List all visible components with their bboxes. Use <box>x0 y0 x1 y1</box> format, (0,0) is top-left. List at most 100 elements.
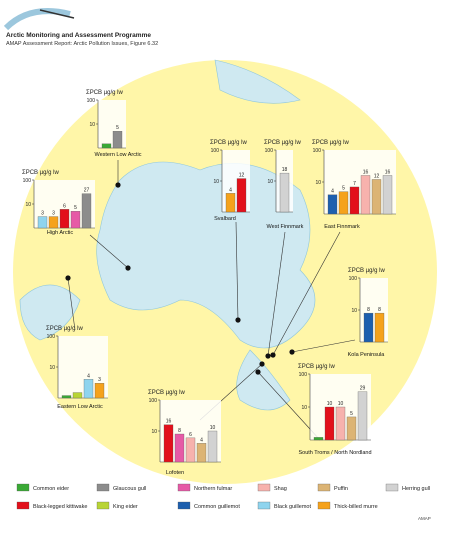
y-tick-label: 10 <box>351 308 357 314</box>
value-label: 6 <box>189 432 192 438</box>
site-dot <box>270 352 276 358</box>
bar <box>335 406 346 441</box>
legend-label: Black-legged kittiwake <box>33 504 87 510</box>
y-tick-label: 100 <box>211 148 220 154</box>
value-label: 29 <box>360 386 366 392</box>
bar <box>196 443 207 463</box>
y-tick-label: 100 <box>349 276 358 282</box>
legend-swatch <box>16 483 30 492</box>
y-tick-label: 10 <box>49 365 55 371</box>
value-label: 8 <box>378 307 381 313</box>
y-tick-label: 100 <box>299 372 308 378</box>
y-tick-label: 10 <box>315 180 321 186</box>
bar <box>382 175 393 215</box>
bar <box>174 433 185 463</box>
bar <box>279 172 290 213</box>
value-label: 3 <box>41 211 44 217</box>
value-label: 16 <box>363 169 369 175</box>
bar <box>101 143 112 149</box>
norwegian-sea <box>236 349 291 411</box>
value-label: 12 <box>374 173 380 179</box>
site-dot <box>115 182 121 188</box>
y-tick-label: 10 <box>89 122 95 128</box>
hudson-bay <box>19 284 81 341</box>
bar <box>236 178 247 213</box>
value-label: 3 <box>98 377 101 383</box>
value-label: 16 <box>385 169 391 175</box>
bar <box>313 437 324 441</box>
y-tick-label: 10 <box>25 202 31 208</box>
inset-chart: ΣPCB µg/g lw 10 100 5 Western Low Arctic <box>86 90 142 158</box>
value-label: 3 <box>52 211 55 217</box>
y-axis-label: ΣPCB µg/g lw <box>348 268 386 274</box>
header-subtitle: AMAP Assessment Report: Arctic Pollution… <box>6 41 158 47</box>
inset-chart: ΣPCB µg/g lw 10 100 8 8 Kola Peninsula <box>348 268 388 358</box>
value-label: 27 <box>84 188 90 194</box>
bar <box>61 395 72 399</box>
legend-label: Puffin <box>334 486 348 492</box>
inset-title: Western Low Arctic <box>95 152 142 158</box>
value-label: 6 <box>63 203 66 209</box>
site-dot <box>265 353 271 359</box>
site-dot <box>235 317 241 323</box>
value-label: 4 <box>87 373 90 379</box>
y-tick-label: 10 <box>301 405 307 411</box>
legend-swatch <box>257 501 271 510</box>
site-link <box>267 231 286 357</box>
site-link <box>291 339 356 353</box>
value-label: 18 <box>282 167 288 173</box>
bar <box>357 391 368 441</box>
legend-swatch <box>317 501 331 510</box>
bar <box>81 193 92 229</box>
value-label: 16 <box>166 419 172 425</box>
site-dot <box>255 369 261 375</box>
inset-title: Svalbard <box>214 216 236 222</box>
bar <box>338 191 349 215</box>
bar <box>112 131 123 149</box>
bar <box>225 193 236 213</box>
bering-sea <box>214 59 301 104</box>
y-tick-label: 10 <box>151 429 157 435</box>
y-tick-label: 10 <box>267 179 273 185</box>
y-tick-label: 100 <box>87 98 96 104</box>
footer-credit: AMAP <box>418 516 431 521</box>
bar <box>59 209 70 229</box>
value-label: 5 <box>342 186 345 192</box>
bar <box>346 416 357 441</box>
y-axis-label: ΣPCB µg/g lw <box>298 364 336 370</box>
legend-label: Glaucous gull <box>113 486 146 492</box>
legend-label: Herring gull <box>402 486 430 492</box>
site-links <box>65 160 356 441</box>
bar <box>72 392 83 399</box>
y-axis-label: ΣPCB µg/g lw <box>148 390 186 396</box>
legend-swatch <box>177 501 191 510</box>
legend-swatch <box>96 483 110 492</box>
inset-chart: ΣPCB µg/g lw 10 100 18 West Finnmark <box>264 140 304 230</box>
value-label: 8 <box>367 307 370 313</box>
inset-title: West Finnmark <box>267 224 304 230</box>
inset-chart: ΣPCB µg/g lw 10 100 4 5 7 16 12 16 East Finnmark <box>312 140 396 230</box>
legend-label: Thick-billed murre <box>334 504 378 510</box>
y-axis-label: ΣPCB µg/g lw <box>22 170 60 176</box>
y-tick-label: 100 <box>23 178 32 184</box>
bar <box>94 383 105 399</box>
bar <box>371 179 382 215</box>
inset-chart: ΣPCB µg/g lw 10 100 4 12 Svalbard <box>210 140 250 222</box>
legend-label: Shag <box>274 486 287 492</box>
bar <box>360 175 371 215</box>
legend-swatch <box>317 483 331 492</box>
y-tick-label: 100 <box>313 148 322 154</box>
y-axis-label: ΣPCB µg/g lw <box>312 140 350 146</box>
value-label: 4 <box>229 187 232 193</box>
site-link <box>257 371 321 441</box>
value-label: 5 <box>350 411 353 417</box>
y-axis-label: ΣPCB µg/g lw <box>210 140 248 146</box>
site-link <box>89 234 129 269</box>
y-tick-label: 100 <box>149 398 158 404</box>
inset-chart: ΣPCB µg/g lw 10 100 4 3 Eastern Low Arctic <box>46 326 108 410</box>
legend-swatch <box>257 483 271 492</box>
legend-label: King eider <box>113 504 138 510</box>
inset-chart: ΣPCB µg/g lw 10 100 16 8 6 4 10 Lofoten <box>148 390 221 476</box>
legend-swatch <box>385 483 399 492</box>
legend-label: Common guillemot <box>194 504 240 510</box>
